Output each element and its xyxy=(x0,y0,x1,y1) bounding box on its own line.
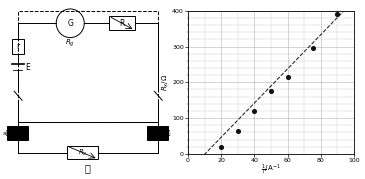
Text: R: R xyxy=(119,19,124,28)
Text: E: E xyxy=(26,63,30,72)
Text: r: r xyxy=(16,42,19,51)
Text: b表笔: b表笔 xyxy=(160,130,171,136)
Text: $R_g$: $R_g$ xyxy=(65,37,75,49)
Point xyxy=(310,47,315,50)
Point xyxy=(251,110,257,112)
Point xyxy=(334,13,340,16)
Point xyxy=(268,90,274,93)
Y-axis label: $R_x$/Ω: $R_x$/Ω xyxy=(161,74,171,91)
X-axis label: $\frac{1}{I}$/A$^{-1}$: $\frac{1}{I}$/A$^{-1}$ xyxy=(261,163,281,177)
Point xyxy=(218,145,224,148)
Text: $R_x$: $R_x$ xyxy=(78,148,87,158)
Text: a表笔: a表笔 xyxy=(3,130,14,136)
Point xyxy=(235,129,241,132)
FancyBboxPatch shape xyxy=(147,126,168,140)
FancyBboxPatch shape xyxy=(7,126,28,140)
Text: G: G xyxy=(67,19,73,28)
Text: 甲: 甲 xyxy=(85,164,91,174)
Point xyxy=(285,76,291,78)
